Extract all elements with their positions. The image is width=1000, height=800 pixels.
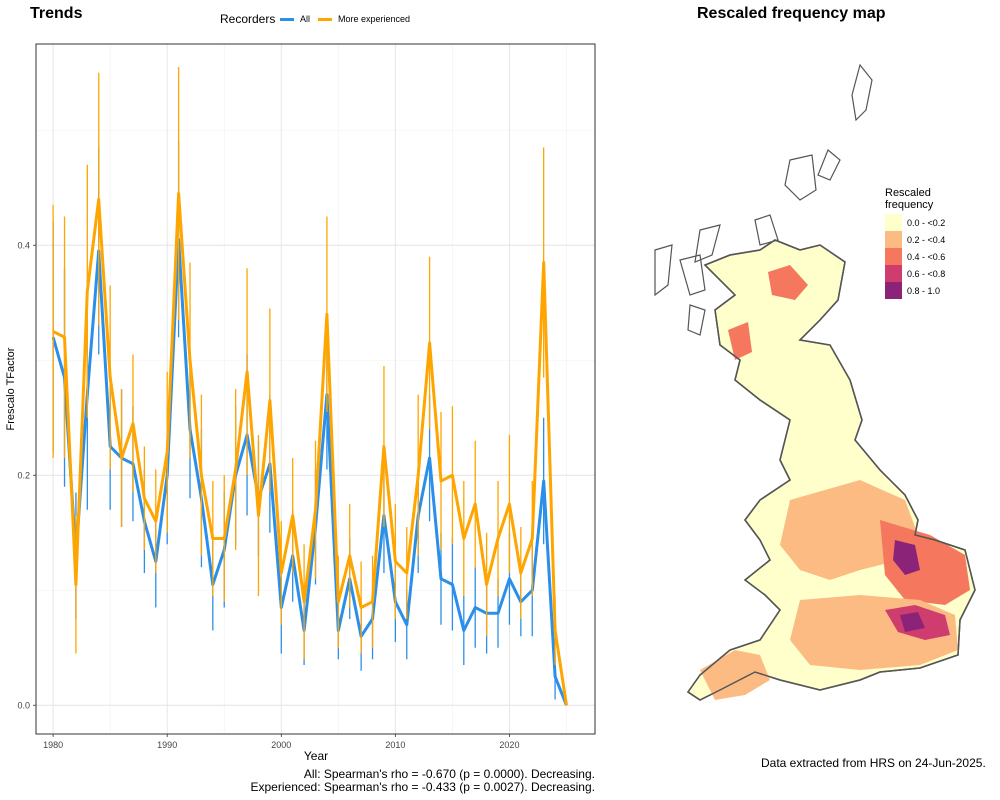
x-tick-label: 1980 — [43, 740, 63, 750]
map-legend-label: 0.4 - <0.6 — [907, 251, 946, 262]
map-legend: Rescaled frequency 0.0 - <0.2 0.2 - <0.4 0… — [885, 187, 995, 299]
legend-swatch-experienced — [318, 18, 332, 21]
map-legend-swatch — [885, 214, 902, 231]
y-axis-label: Frescalo TFactor — [5, 347, 17, 430]
thames-hotspot — [900, 612, 925, 632]
x-tick-label: 1990 — [157, 740, 177, 750]
map-legend-swatch — [885, 282, 902, 299]
east-anglia-patch — [880, 520, 970, 605]
map-legend-title: Rescaled frequency — [885, 187, 934, 211]
northern-isles — [754, 63, 873, 246]
west-scotland-patch — [728, 322, 752, 360]
map-legend-items: 0.0 - <0.2 0.2 - <0.4 0.4 - <0.6 0.6 - <0.8… — [885, 214, 995, 299]
series-line-all — [51, 238, 568, 706]
map-legend-item: 0.0 - <0.2 — [885, 214, 995, 231]
northwest-islands — [654, 224, 721, 336]
map-legend-item: 0.8 - 1.0 — [885, 282, 995, 299]
map-legend-swatch — [885, 265, 902, 282]
chart-legend: Recorders All More experienced — [220, 11, 410, 27]
y-tick-label: 0.2 — [17, 470, 30, 480]
legend-label-all: All — [300, 14, 311, 24]
trends-title: Trends — [30, 5, 83, 22]
wales-southwest — [700, 650, 770, 700]
map-legend-label: 0.2 - <0.4 — [907, 234, 946, 245]
y-tick-label: 0.4 — [17, 240, 30, 250]
legend-title: Recorders — [220, 12, 276, 26]
map-legend-item: 0.2 - <0.4 — [885, 231, 995, 248]
plot-border — [35, 43, 596, 735]
legend-label-experienced: More experienced — [338, 14, 411, 24]
gb-outline — [686, 239, 976, 701]
legend-swatch-all — [280, 18, 294, 21]
map-legend-label: 0.6 - <0.8 — [907, 268, 946, 279]
map-legend-swatch — [885, 248, 902, 265]
trend-chart: 1980 1990 2000 2010 2020 0.0 0.2 0.4 Year Fres… — [5, 43, 596, 763]
frequency-map — [654, 63, 976, 701]
chart-grid — [36, 44, 595, 734]
map-legend-swatch — [885, 231, 902, 248]
x-tick-label: 2000 — [271, 740, 291, 750]
y-axis: 0.0 0.2 0.4 — [17, 240, 36, 710]
map-legend-label: 0.0 - <0.2 — [907, 217, 946, 228]
aberdeen-patch — [768, 265, 808, 300]
map-title: Rescaled frequency map — [697, 5, 886, 22]
series-line-experienced — [52, 192, 568, 706]
chart-series — [51, 67, 568, 706]
x-axis-label: Year — [304, 749, 328, 763]
x-tick-label: 2020 — [499, 740, 519, 750]
east-anglia-hotspot — [893, 540, 920, 575]
map-legend-item: 0.6 - <0.8 — [885, 265, 995, 282]
stats-note-all: All: Spearman's rho = -0.670 (p = 0.0000… — [303, 767, 595, 781]
map-legend-item: 0.4 - <0.6 — [885, 248, 995, 265]
x-axis: 1980 1990 2000 2010 2020 — [43, 734, 519, 750]
x-tick-label: 2010 — [385, 740, 405, 750]
y-tick-label: 0.0 — [17, 700, 30, 710]
data-source-note: Data extracted from HRS on 24-Jun-2025. — [761, 756, 986, 770]
map-legend-label: 0.8 - 1.0 — [907, 285, 941, 296]
stats-note-experienced: Experienced: Spearman's rho = -0.433 (p … — [250, 780, 596, 794]
